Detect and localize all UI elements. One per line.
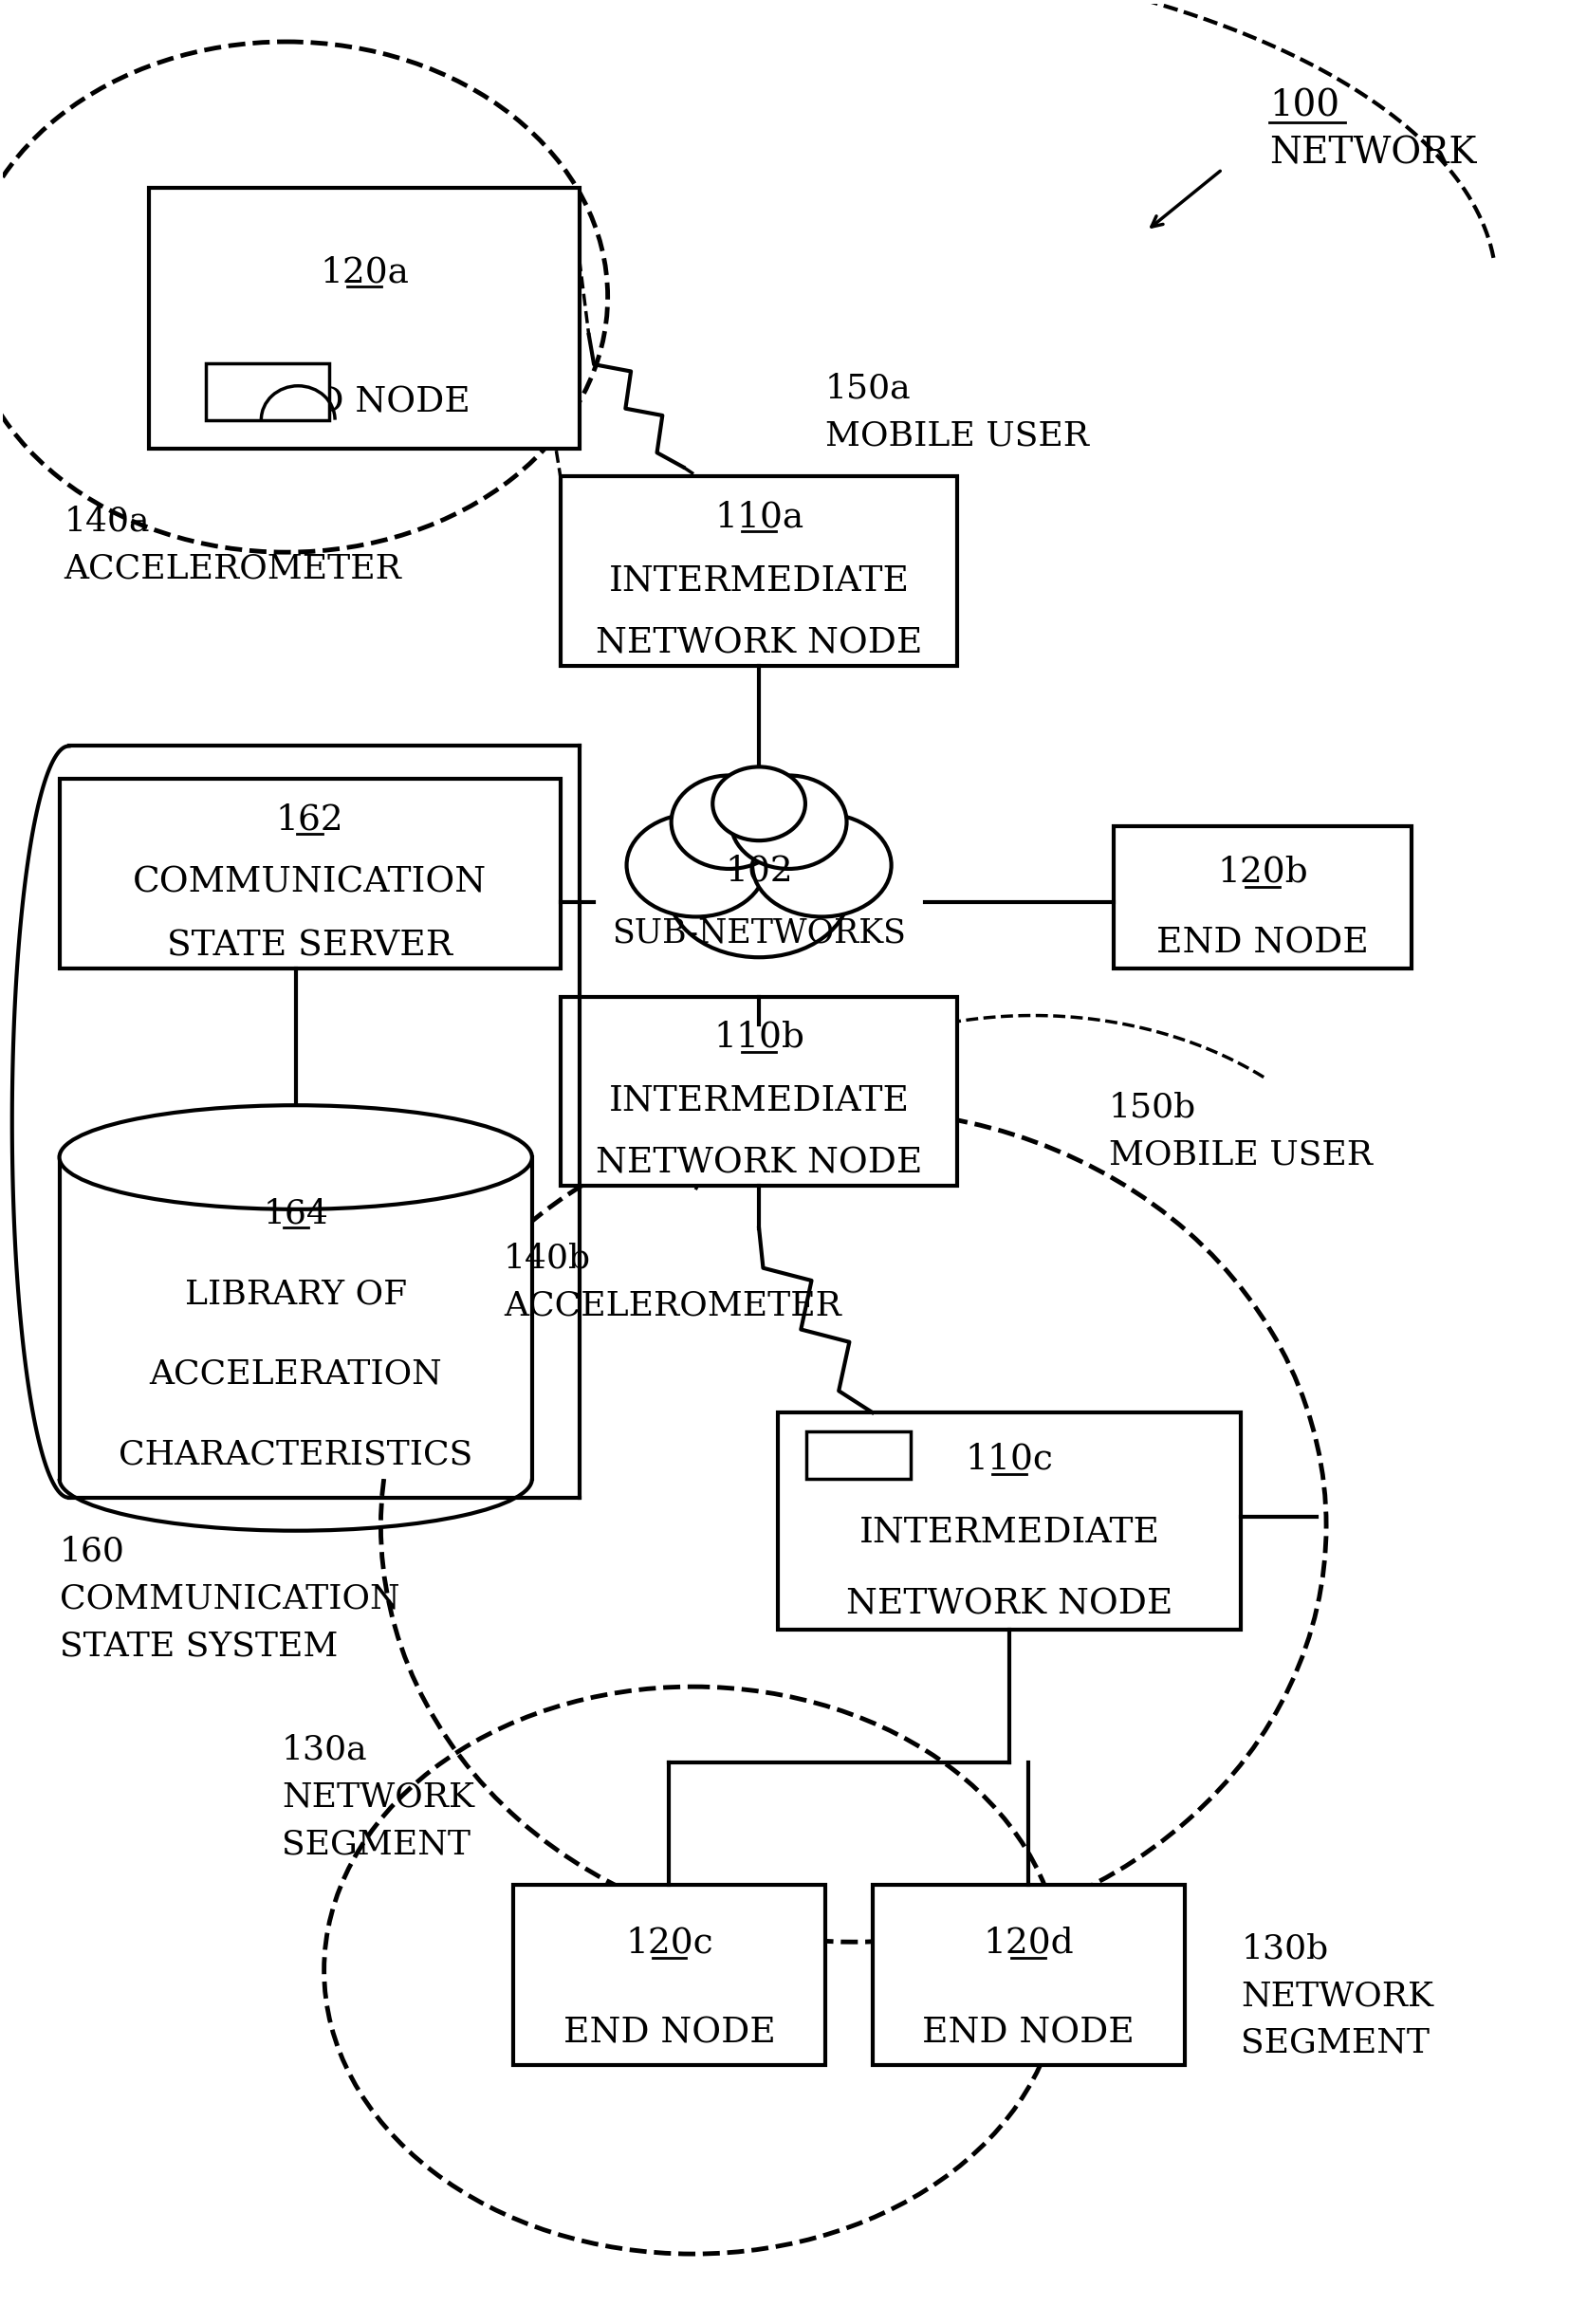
- Bar: [806, 1432, 910, 1478]
- Text: END NODE: END NODE: [923, 2017, 1134, 2050]
- Text: 140b: 140b: [504, 1243, 592, 1274]
- Ellipse shape: [672, 776, 788, 869]
- Text: COMMUNICATION: COMMUNICATION: [60, 1583, 400, 1615]
- Text: 100: 100: [1269, 88, 1340, 123]
- Text: MOBILE USER: MOBILE USER: [1109, 1139, 1373, 1171]
- Text: 150b: 150b: [1109, 1090, 1196, 1122]
- Ellipse shape: [753, 813, 891, 916]
- Text: NETWORK: NETWORK: [281, 1780, 474, 1813]
- Text: COMMUNICATION: COMMUNICATION: [133, 867, 486, 899]
- Text: 110b: 110b: [714, 1020, 805, 1055]
- Text: SEGMENT: SEGMENT: [1241, 2027, 1429, 2059]
- Text: 120b: 120b: [1218, 855, 1309, 890]
- Text: NETWORK: NETWORK: [1241, 1980, 1434, 2013]
- Text: 102: 102: [725, 855, 792, 888]
- Ellipse shape: [731, 776, 847, 869]
- Text: 120c: 120c: [624, 1927, 712, 1961]
- Ellipse shape: [626, 813, 766, 916]
- Text: 162: 162: [276, 804, 344, 837]
- Text: ACCELEROMETER: ACCELEROMETER: [504, 1290, 841, 1322]
- Text: STATE SERVER: STATE SERVER: [168, 930, 453, 962]
- Ellipse shape: [712, 767, 805, 841]
- Text: ACCELERATION: ACCELERATION: [149, 1357, 442, 1390]
- Bar: [206, 363, 329, 421]
- Bar: [872, 1885, 1185, 2064]
- Ellipse shape: [668, 823, 850, 957]
- Text: NETWORK NODE: NETWORK NODE: [846, 1587, 1174, 1622]
- Text: 140a: 140a: [64, 504, 151, 537]
- Bar: [778, 1413, 1241, 1629]
- Text: NETWORK NODE: NETWORK NODE: [596, 1146, 923, 1181]
- Text: 110c: 110c: [965, 1443, 1053, 1476]
- Text: 130b: 130b: [1241, 1934, 1329, 1964]
- Text: END NODE: END NODE: [563, 2017, 775, 2050]
- Text: END NODE: END NODE: [1156, 927, 1368, 960]
- Text: 130a: 130a: [281, 1734, 367, 1766]
- Text: 164: 164: [264, 1197, 328, 1229]
- Text: 110a: 110a: [714, 500, 803, 535]
- Text: 160: 160: [60, 1536, 124, 1569]
- Text: LIBRARY OF: LIBRARY OF: [185, 1278, 406, 1311]
- Text: INTERMEDIATE: INTERMEDIATE: [609, 562, 910, 597]
- Text: MOBILE USER: MOBILE USER: [825, 421, 1089, 453]
- Text: STATE SYSTEM: STATE SYSTEM: [60, 1629, 337, 1662]
- Text: 120a: 120a: [320, 256, 410, 290]
- Text: INTERMEDIATE: INTERMEDIATE: [609, 1083, 910, 1118]
- Text: SEGMENT: SEGMENT: [281, 1829, 471, 1862]
- Text: 150a: 150a: [825, 372, 912, 404]
- Bar: [560, 476, 957, 665]
- Text: CHARACTERISTICS: CHARACTERISTICS: [119, 1439, 472, 1471]
- Ellipse shape: [60, 1106, 532, 1208]
- Text: INTERMEDIATE: INTERMEDIATE: [860, 1515, 1159, 1550]
- Text: NETWORK: NETWORK: [1269, 137, 1476, 172]
- Bar: [560, 997, 957, 1185]
- Text: ACCELEROMETER: ACCELEROMETER: [64, 553, 402, 583]
- Bar: [149, 188, 579, 449]
- Bar: [513, 1885, 825, 2064]
- Text: NETWORK NODE: NETWORK NODE: [596, 627, 923, 660]
- Text: 120d: 120d: [984, 1927, 1073, 1961]
- Text: END NODE: END NODE: [259, 386, 471, 421]
- Text: SUB-NETWORKS: SUB-NETWORKS: [612, 916, 905, 948]
- Bar: [60, 779, 560, 969]
- Bar: [60, 1157, 532, 1478]
- Bar: [1114, 827, 1412, 969]
